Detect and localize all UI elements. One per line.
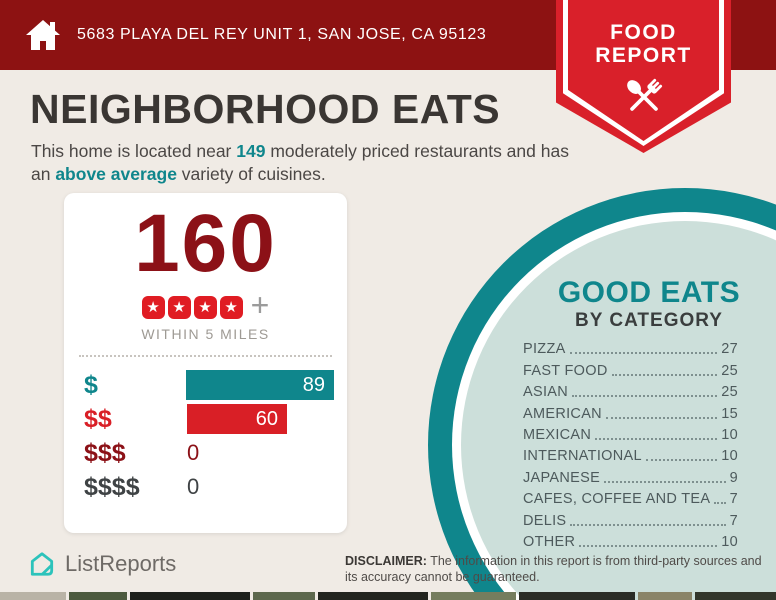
category-value: 9 <box>729 469 738 486</box>
dotted-leader <box>714 502 726 505</box>
photo-thumbnail <box>637 592 693 600</box>
category-row: MEXICAN 10 <box>523 422 738 443</box>
price-tier-bar: 60 <box>187 404 287 434</box>
disclaimer-label: DISCLAIMER: <box>345 554 427 568</box>
category-label: CAFES, COFFEE AND TEA <box>523 491 711 508</box>
badge-title-report: REPORT <box>595 44 692 68</box>
dotted-leader <box>645 459 718 462</box>
restaurant-count-highlight: 149 <box>236 141 266 161</box>
intro-seg2: moderately priced restaurants and has an <box>31 141 569 185</box>
star-icon: ★ <box>167 295 191 319</box>
price-tier-label: $ <box>84 370 98 399</box>
dotted-leader <box>595 437 718 440</box>
photo-thumbnail <box>518 592 635 600</box>
category-row: JAPANESE 9 <box>523 464 738 486</box>
intro-text: This home is located near 149 moderately… <box>31 140 579 187</box>
listreports-logo: ListReports <box>28 550 176 578</box>
category-label: DELIS <box>523 512 567 529</box>
good-eats-subtitle: BY CATEGORY <box>575 310 723 331</box>
category-label: OTHER <box>523 533 576 550</box>
category-row: DELIS 7 <box>523 507 738 529</box>
price-tier-row: $$$$ 0 <box>84 472 334 502</box>
category-row: AMERICAN 15 <box>523 400 738 422</box>
dotted-leader <box>570 523 726 526</box>
photo-thumbnail <box>431 592 516 600</box>
above-average-highlight: above average <box>55 164 177 185</box>
plus-sign: + <box>250 287 270 323</box>
category-value: 27 <box>721 341 738 358</box>
dotted-divider <box>79 355 332 357</box>
disclaimer: DISCLAIMER: The information in this repo… <box>345 553 773 586</box>
dotted-leader <box>611 373 718 376</box>
disclaimer-text: The information in this report is from t… <box>345 554 762 585</box>
dotted-leader <box>605 416 718 419</box>
listreports-icon <box>30 552 54 576</box>
price-tier-label: $$$ <box>84 438 126 467</box>
intro-seg3: variety of cuisines. <box>176 164 326 185</box>
badge-title-food: FOOD <box>610 21 677 44</box>
category-list: PIZZA 27 FAST FOOD 25 ASIAN 25 AMERICAN 15 MEXIC… <box>523 336 738 550</box>
category-row: OTHER 10 <box>523 529 738 550</box>
good-eats-title: GOOD EATS <box>557 276 741 309</box>
star-rating: ★ ★ ★ ★ <box>141 295 243 319</box>
category-row: PIZZA 27 <box>523 336 738 357</box>
category-value: 10 <box>721 533 738 550</box>
category-label: ASIAN <box>523 384 569 401</box>
category-label: PIZZA <box>523 341 566 358</box>
price-tier-row: $$$ 0 <box>84 438 334 468</box>
category-value: 7 <box>729 491 738 508</box>
photo-thumbnail <box>0 592 66 600</box>
photo-thumbnail <box>317 592 429 600</box>
category-value: 10 <box>721 426 738 443</box>
category-label: MEXICAN <box>523 426 592 443</box>
category-value: 10 <box>721 448 738 465</box>
star-icon: ★ <box>219 295 243 319</box>
price-tier-bar: 89 <box>186 370 334 400</box>
dotted-leader <box>569 352 718 355</box>
photo-thumbnail <box>695 592 776 600</box>
dotted-leader <box>604 480 726 483</box>
category-row: ASIAN 25 <box>523 379 738 400</box>
page-title: NEIGHBORHOOD EATS <box>30 86 501 132</box>
dotted-leader <box>572 395 718 398</box>
category-value: 15 <box>721 405 738 422</box>
star-icon: ★ <box>193 295 217 319</box>
category-value: 25 <box>721 362 738 379</box>
photo-thumbnail <box>129 592 250 600</box>
price-tier-label: $$ <box>84 404 112 433</box>
utensils-icon <box>626 79 662 111</box>
restaurant-count-card: 160 ★ ★ ★ ★ + WITHIN 5 MILES $89 $$ 60 $$$ 0 $$$… <box>64 193 347 533</box>
photo-thumbnail <box>252 592 315 600</box>
category-label: INTERNATIONAL <box>523 448 642 465</box>
address-text: 5683 PLAYA DEL REY UNIT 1, SAN JOSE, CA … <box>77 26 487 43</box>
price-tier-row: $$ 60 <box>84 404 334 434</box>
radius-label: WITHIN 5 MILES <box>141 326 270 342</box>
food-report-badge: FOOD REPORT <box>556 0 731 153</box>
photo-strip <box>0 592 776 600</box>
price-tier-row: $89 <box>84 370 334 400</box>
brand-name: ListReports <box>65 551 177 576</box>
price-tier-zero-value: 0 <box>187 474 200 499</box>
category-row: FAST FOOD 25 <box>523 357 738 379</box>
restaurant-total: 160 <box>134 198 277 289</box>
price-tier-label: $$$$ <box>84 472 140 501</box>
price-tier-chart: $89 $$ 60 $$$ 0 $$$$ 0 <box>64 370 347 502</box>
dotted-leader <box>579 544 718 547</box>
category-label: FAST FOOD <box>523 362 608 379</box>
star-icon: ★ <box>141 295 165 319</box>
price-tier-zero-value: 0 <box>187 440 200 465</box>
home-icon <box>26 19 60 50</box>
category-row: CAFES, COFFEE AND TEA 7 <box>523 486 738 507</box>
category-label: JAPANESE <box>523 469 601 486</box>
category-value: 25 <box>721 384 738 401</box>
good-eats-circle: GOOD EATS BY CATEGORY PIZZA 27 FAST FOOD 25… <box>428 188 776 600</box>
category-value: 7 <box>729 512 738 529</box>
photo-thumbnail <box>68 592 127 600</box>
category-row: INTERNATIONAL 10 <box>523 443 738 464</box>
intro-seg1: This home is located near <box>31 141 237 161</box>
category-label: AMERICAN <box>523 405 602 422</box>
rating-row: ★ ★ ★ ★ + <box>64 289 347 321</box>
